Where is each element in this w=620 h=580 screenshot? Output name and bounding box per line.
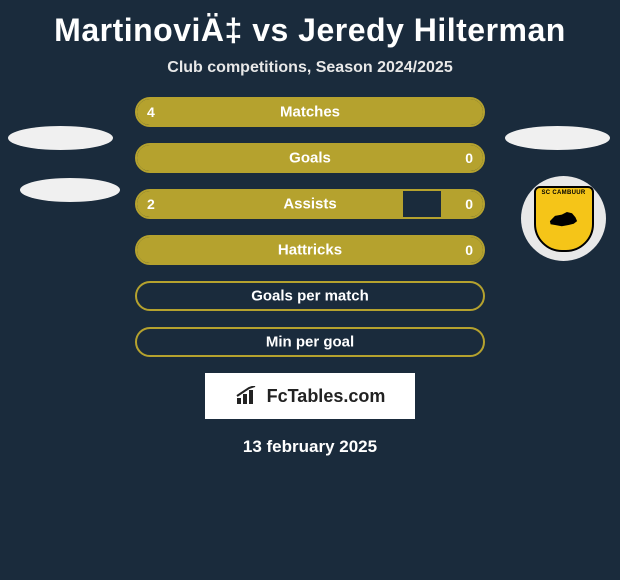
brand-text: FcTables.com	[267, 386, 386, 407]
stat-row-mpg: Min per goal	[135, 327, 485, 357]
stat-row-matches: 4 Matches	[135, 97, 485, 127]
stat-label: Hattricks	[137, 242, 483, 259]
stat-value-right: 0	[465, 196, 473, 212]
chart-icon	[235, 386, 261, 406]
stat-label: Matches	[137, 104, 483, 121]
comparison-chart: 4 Matches Goals 0 2 Assists 0 Hattricks …	[0, 97, 620, 357]
stat-row-hattricks: Hattricks 0	[135, 235, 485, 265]
stat-label: Min per goal	[137, 334, 483, 351]
stat-row-assists: 2 Assists 0	[135, 189, 485, 219]
stat-value-right: 0	[465, 150, 473, 166]
brand-box: FcTables.com	[205, 373, 415, 419]
page-title: MartinoviÄ‡ vs Jeredy Hilterman	[0, 0, 620, 49]
stat-row-goals: Goals 0	[135, 143, 485, 173]
stat-label: Assists	[137, 196, 483, 213]
stat-row-gpm: Goals per match	[135, 281, 485, 311]
stat-label: Goals per match	[137, 288, 483, 305]
stat-label: Goals	[137, 150, 483, 167]
stat-value-right: 0	[465, 242, 473, 258]
date-label: 13 february 2025	[0, 437, 620, 457]
season-subtitle: Club competitions, Season 2024/2025	[0, 59, 620, 77]
